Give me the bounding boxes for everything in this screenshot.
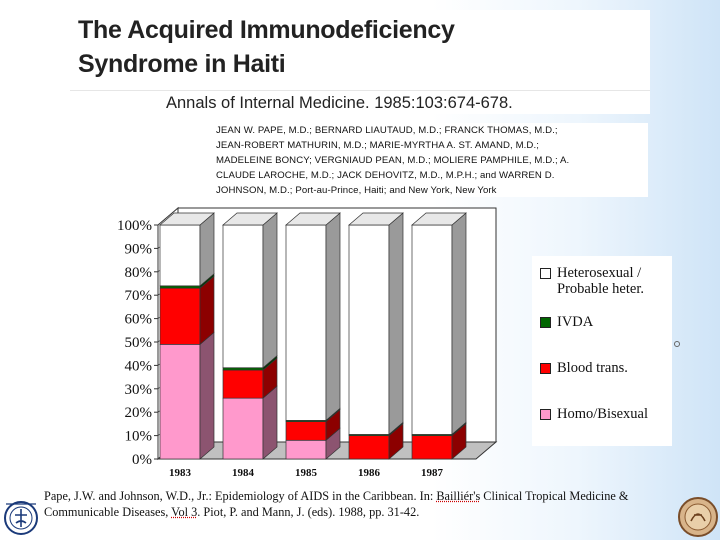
bar-segment-blood-trans--1987 xyxy=(411,435,453,460)
slide-title-line-2: Syndrome in Haiti xyxy=(78,50,286,78)
bar-segment-homo-bisexual-1985 xyxy=(285,439,327,460)
reference-footnote: Pape, J.W. and Johnson, W.D., Jr.: Epide… xyxy=(44,488,694,520)
legend-item-blood-trans: Blood trans. xyxy=(540,360,628,376)
x-tick-label-1983: 1983 xyxy=(169,467,192,479)
legend-label-heterosexual-line2: Probable heter. xyxy=(557,281,644,297)
y-tick-label: 60% xyxy=(125,312,153,328)
y-tick-label: 50% xyxy=(125,335,153,351)
legend-label-homo-bisexual: Homo/Bisexual xyxy=(557,406,649,422)
bar-top-1987 xyxy=(411,212,467,226)
bar-side-heterosexual-probable-heter--1986 xyxy=(388,212,404,436)
bar-segment-heterosexual-probable-heter--1985 xyxy=(285,224,327,421)
bar-segment-ivda-1984 xyxy=(222,367,264,371)
author-list: JEAN W. PAPE, M.D.; BERNARD LIAUTAUD, M.… xyxy=(212,123,648,197)
legend-item-heterosexual: Heterosexual / Probable heter. xyxy=(540,265,644,297)
reference-text-part3: . Piot, P. and Mann, J. (eds). 1988, pp.… xyxy=(197,505,420,519)
bullet-marker-icon xyxy=(674,341,680,347)
bar-segment-blood-trans--1986 xyxy=(348,435,390,460)
slide-title-line-1: The Acquired Immunodeficiency xyxy=(78,16,455,44)
bar-segment-homo-bisexual-1983 xyxy=(159,343,201,460)
legend-swatch-ivda-icon xyxy=(540,317,551,328)
bar-segment-ivda-1983 xyxy=(159,285,201,289)
x-tick-label-1986: 1986 xyxy=(358,467,381,479)
x-tick-label-1987: 1987 xyxy=(421,467,444,479)
author-line: MADELEINE BONCY; VERGNIAUD PEAN, M.D.; M… xyxy=(216,155,570,166)
bar-side-heterosexual-probable-heter--1985 xyxy=(325,212,341,422)
y-tick-label: 0% xyxy=(132,452,152,468)
reference-underlined-publisher: Bailliér's xyxy=(436,489,481,503)
institution-emblem-logo-icon xyxy=(677,495,719,539)
author-line: CLAUDE LAROCHE, M.D.; JACK DEHOVITZ, M.D… xyxy=(216,170,555,181)
bar-side-heterosexual-probable-heter--1984 xyxy=(262,212,278,369)
title-divider xyxy=(70,90,650,91)
bar-top-1985 xyxy=(285,212,341,226)
legend-label-ivda: IVDA xyxy=(557,314,594,330)
bar-segment-blood-trans--1984 xyxy=(222,369,264,399)
bar-side-heterosexual-probable-heter--1983 xyxy=(199,212,215,287)
bar-top-1984 xyxy=(222,212,278,226)
x-tick-label-1984: 1984 xyxy=(232,467,255,479)
legend-label-heterosexual-line1: Heterosexual / xyxy=(557,265,642,281)
reference-volume: Vol 3 xyxy=(171,505,198,519)
bar-top-1986 xyxy=(348,212,404,226)
y-tick-label: 70% xyxy=(125,288,153,304)
reference-text-part1: Pape, J.W. and Johnson, W.D., Jr.: Epide… xyxy=(44,489,437,503)
bar-segment-blood-trans--1983 xyxy=(159,287,201,345)
university-seal-logo-icon xyxy=(2,494,40,538)
legend-swatch-homo-bisexual-icon xyxy=(540,409,551,420)
chart-canvas: 0% 10% 20% 30% 40% 50% 60% 70% 80% 90% 100% 1983 198… xyxy=(117,206,498,479)
bar-side-homo-bisexual-1983 xyxy=(199,331,215,460)
legend-swatch-blood-trans-icon xyxy=(540,363,551,374)
legend-label-blood-trans: Blood trans. xyxy=(557,360,628,376)
title-box: The Acquired Immunodeficiency Syndrome i… xyxy=(70,10,650,114)
y-tick-label: 100% xyxy=(117,218,152,234)
bar-side-heterosexual-probable-heter--1987 xyxy=(451,212,467,436)
author-line: JEAN-ROBERT MATHURIN, M.D.; MARIE-MYRTHA… xyxy=(216,140,539,151)
bar-segment-heterosexual-probable-heter--1987 xyxy=(411,224,453,435)
legend-item-homo-bisexual: Homo/Bisexual xyxy=(540,406,648,422)
bar-segment-heterosexual-probable-heter--1986 xyxy=(348,224,390,435)
legend-item-ivda: IVDA xyxy=(540,314,593,330)
chart-legend: Heterosexual / Probable heter. IVDA Bloo… xyxy=(532,256,672,446)
bar-top-1983 xyxy=(159,212,215,226)
y-tick-label: 10% xyxy=(125,429,153,445)
author-line: JOHNSON, M.D.; Port-au-Prince, Haiti; an… xyxy=(216,185,497,196)
y-gridline xyxy=(157,207,179,226)
author-line: JEAN W. PAPE, M.D.; BERNARD LIAUTAUD, M.… xyxy=(216,125,558,136)
y-tick-label: 90% xyxy=(125,241,153,257)
y-tick-label: 80% xyxy=(125,265,153,281)
y-tick-label: 40% xyxy=(125,358,153,374)
bar-segment-heterosexual-probable-heter--1984 xyxy=(222,224,264,369)
bar-segment-blood-trans--1985 xyxy=(285,421,327,441)
stacked-bar-chart: 0% 10% 20% 30% 40% 50% 60% 70% 80% 90% 100% 1983 198… xyxy=(80,206,680,488)
bar-side-homo-bisexual-1984 xyxy=(262,385,278,460)
reference-text-part2: Clinical Tropical Medicine & Communicabl… xyxy=(44,489,629,519)
y-tick-label: 30% xyxy=(125,382,153,398)
y-tick-label: 20% xyxy=(125,405,153,421)
bar-segment-heterosexual-probable-heter--1983 xyxy=(159,224,201,287)
bar-segment-homo-bisexual-1984 xyxy=(222,397,264,460)
journal-citation: Annals of Internal Medicine. 1985:103:67… xyxy=(166,94,513,112)
legend-swatch-heterosexual-icon xyxy=(540,268,551,279)
x-tick-label-1985: 1985 xyxy=(295,467,318,479)
